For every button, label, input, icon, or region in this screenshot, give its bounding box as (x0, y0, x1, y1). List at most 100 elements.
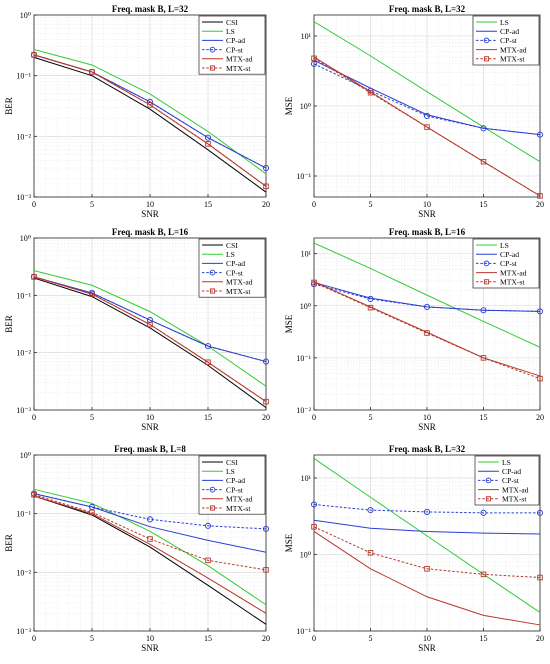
legend-item: MTX-ad (202, 55, 253, 64)
data-point (536, 308, 544, 315)
y-tick-label: 10⁻² (16, 349, 31, 358)
x-tick-label: 0 (32, 634, 36, 643)
y-axis-label: BER (4, 315, 14, 333)
legend-label: MTX-st (500, 55, 525, 64)
legend-item: CP-ad (478, 467, 521, 476)
x-tick-label: 15 (480, 200, 488, 209)
y-tick-label: 10⁰ (300, 550, 311, 559)
series-cp-ad (313, 519, 541, 535)
y-axis-label: MSE (284, 533, 294, 552)
data-point (89, 69, 95, 75)
y-tick-label: 10⁻¹ (16, 291, 31, 300)
legend-label: MTX-st (226, 504, 251, 513)
x-tick-label: 5 (369, 200, 373, 209)
y-tick-label: 10⁻³ (16, 627, 31, 636)
x-axis-label: SNR (141, 209, 159, 219)
legend-label: CSI (226, 18, 238, 27)
data-point (536, 509, 544, 516)
series-ls (33, 49, 267, 175)
data-point (480, 355, 487, 361)
legend-item: MTX-ad (202, 278, 253, 287)
y-tick-label: 10⁰ (20, 451, 31, 460)
x-tick-label: 10 (146, 200, 154, 209)
series-line (313, 283, 541, 312)
legend-item: LS (202, 27, 235, 36)
series-line (33, 494, 267, 571)
x-axis-label: SNR (418, 422, 436, 432)
legend-label: CP-st (500, 259, 518, 268)
series-line (313, 526, 541, 579)
x-tick-label: 5 (369, 634, 373, 643)
series-cp-ad (313, 59, 541, 136)
data-point (262, 358, 270, 365)
data-point (423, 112, 431, 120)
legend-item: MTX-st (478, 495, 527, 504)
y-tick-label: 10⁻¹ (296, 627, 311, 636)
data-point (147, 321, 153, 328)
legend-item: CP-ad (476, 27, 519, 36)
data-point (146, 317, 154, 324)
legend-item: CP-st (478, 476, 520, 485)
data-point (205, 141, 211, 147)
legend-item: LS (202, 250, 235, 259)
y-tick-label: 10⁻³ (16, 406, 31, 415)
legend-item: MTX-st (476, 55, 525, 64)
series-ls (33, 270, 267, 387)
legend-label: CP-st (500, 36, 518, 45)
data-point (367, 295, 374, 303)
x-tick-label: 15 (480, 413, 488, 422)
legend-label: LS (226, 250, 235, 259)
series-mtx-st (31, 492, 269, 573)
legend-label: CSI (226, 241, 238, 250)
series-line (33, 488, 267, 606)
data-point (31, 274, 37, 280)
y-tick-label: 10¹ (301, 32, 312, 41)
x-tick-label: 20 (262, 413, 270, 422)
legend-item: CP-ad (202, 36, 245, 45)
data-point (204, 522, 212, 529)
x-tick-label: 15 (204, 634, 212, 643)
x-axis-label: SNR (141, 643, 159, 653)
legend-label: MTX-ad (502, 485, 529, 494)
legend-item: MTX-st (202, 64, 251, 73)
series-mtx-st (31, 274, 269, 405)
data-point (31, 492, 37, 498)
data-point (480, 509, 487, 516)
y-axis-label: MSE (284, 314, 294, 333)
y-tick-label: 10⁻¹ (16, 72, 31, 81)
legend-item: CP-st (476, 36, 518, 45)
legend-label: CP-ad (502, 467, 521, 476)
series-mtx-ad (313, 531, 541, 626)
data-point (424, 566, 430, 572)
y-tick-label: 10⁻² (296, 406, 311, 415)
series-line (313, 458, 541, 613)
series-line (313, 531, 541, 626)
legend-item: CP-ad (476, 250, 519, 259)
legend-label: MTX-st (226, 287, 251, 296)
chart-4: 0 5 10 15 20 10⁻² 10⁻¹ 10⁰ 10¹ Freq. mask B, L=16… (284, 227, 544, 432)
data-point (537, 574, 543, 581)
data-point (480, 158, 487, 165)
legend-label: CP-ad (226, 476, 245, 485)
x-tick-label: 10 (423, 413, 431, 422)
y-tick-label: 10⁻¹ (296, 354, 311, 363)
legend-label: CP-st (226, 485, 244, 494)
legend-label: CP-ad (226, 259, 245, 268)
y-tick-label: 10⁰ (300, 102, 311, 111)
data-point (147, 102, 153, 108)
series-csi (33, 277, 267, 409)
x-tick-label: 20 (262, 634, 270, 643)
data-point (263, 398, 269, 405)
data-point (262, 165, 270, 172)
chart-2: 0 5 10 15 20 10⁻¹ 10⁰ 10¹ Freq. mask B, L=32 SNR M… (284, 4, 544, 219)
x-tick-label: 20 (536, 200, 544, 209)
legend-item: MTX-st (202, 504, 251, 513)
data-point (205, 359, 211, 366)
data-point (367, 304, 374, 311)
y-tick-label: 10⁰ (20, 11, 31, 20)
chart-1: 0 5 10 15 20 10⁻³ 10⁻² 10⁻¹ 10⁰ Freq. mask B, L=3… (4, 4, 270, 219)
data-point (367, 550, 374, 556)
x-tick-label: 20 (536, 634, 544, 643)
x-axis-label: SNR (418, 643, 436, 653)
